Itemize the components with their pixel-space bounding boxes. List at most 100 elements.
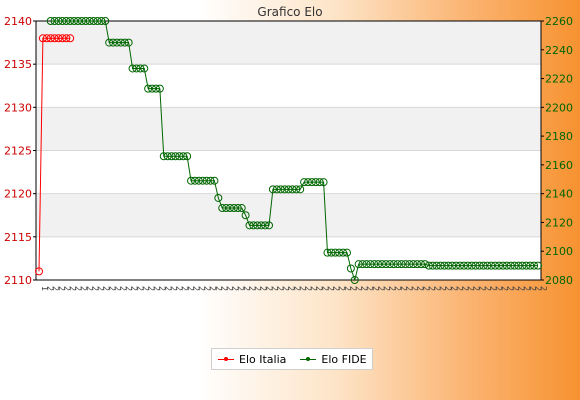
x-axis-tick-label: 2 <box>326 286 335 291</box>
data-point-elo-fide <box>73 17 82 25</box>
x-axis-tick-label: 2 <box>528 286 537 291</box>
legend-label-elo-fide: Elo FIDE <box>321 352 367 366</box>
data-point-elo-fide <box>409 260 418 269</box>
data-point-elo-fide <box>374 260 383 269</box>
data-point-elo-fide <box>190 176 199 185</box>
left-axis-tick-label: 2115 <box>4 231 32 244</box>
data-point-elo-fide <box>397 260 406 269</box>
x-axis-tick-label: 2 <box>449 286 458 291</box>
x-axis-tick-label: 2 <box>287 286 296 291</box>
data-point-elo-fide <box>342 248 351 257</box>
x-axis-tick-label: 2 <box>494 286 503 291</box>
x-axis-tick-label: 2 <box>62 286 71 291</box>
legend-swatch-elo-italia <box>218 354 234 364</box>
data-point-elo-fide <box>151 84 160 93</box>
x-axis-tick-label: 2 <box>264 286 273 291</box>
data-point-elo-fide <box>514 261 523 270</box>
x-axis-tick-label: 2 <box>270 286 279 291</box>
data-point-elo-fide <box>296 185 305 194</box>
data-point-elo-fide <box>62 17 71 25</box>
data-point-elo-fide <box>417 260 426 269</box>
right-axis-tick-label: 2200 <box>545 101 573 114</box>
data-point-elo-fide <box>530 261 539 270</box>
data-point-elo-italia <box>62 34 71 43</box>
data-point-elo-fide <box>124 38 133 47</box>
x-axis-tick-label: 2 <box>68 286 77 291</box>
x-axis-tick-label: 2 <box>483 286 492 291</box>
data-point-elo-fide <box>46 17 55 25</box>
data-point-elo-fide <box>483 261 492 270</box>
data-point-elo-fide <box>159 152 168 161</box>
data-point-elo-fide <box>257 221 266 230</box>
data-point-elo-fide <box>534 261 542 270</box>
x-axis-tick-label: 2 <box>421 286 430 291</box>
data-point-elo-fide <box>362 260 371 269</box>
data-point-elo-fide <box>467 261 476 270</box>
x-axis-tick-label: 2 <box>382 286 391 291</box>
right-axis-tick-label: 2220 <box>545 73 573 86</box>
right-axis-tick-label: 2080 <box>545 274 573 287</box>
data-point-elo-fide <box>506 261 515 270</box>
x-axis-tick-label: 2 <box>320 286 329 291</box>
data-point-elo-fide <box>331 248 340 257</box>
data-point-elo-fide <box>144 84 153 93</box>
left-axis-tick-label: 2135 <box>4 58 32 71</box>
x-axis-tick-label: 2 <box>304 286 313 291</box>
x-axis-tick-label: 2 <box>472 286 481 291</box>
data-point-elo-fide <box>311 178 320 187</box>
x-axis-tick-label: 2 <box>427 286 436 291</box>
x-axis-tick-label: 2 <box>477 286 486 291</box>
data-point-elo-fide <box>440 261 449 270</box>
data-point-elo-fide <box>432 261 441 270</box>
legend-label-elo-italia: Elo Italia <box>239 352 287 366</box>
x-axis-tick-label: 2 <box>85 286 94 291</box>
data-point-elo-fide <box>179 152 188 161</box>
data-point-elo-fide <box>366 260 375 269</box>
x-axis-tick-label: 2 <box>130 286 139 291</box>
x-axis-tick-label: 2 <box>281 286 290 291</box>
data-point-elo-fide <box>413 260 422 269</box>
x-axis-tick-label: 2 <box>191 286 200 291</box>
x-axis-tick-label: 2 <box>376 286 385 291</box>
x-axis-tick-label: 2 <box>124 286 133 291</box>
x-axis-tick-label: 2 <box>517 286 526 291</box>
right-axis-tick-label: 2260 <box>545 15 573 28</box>
x-axis-tick-label: 2 <box>242 286 251 291</box>
data-point-elo-fide <box>187 176 196 185</box>
data-point-elo-italia <box>54 34 63 43</box>
data-point-elo-fide <box>155 84 164 93</box>
left-axis-tick-label: 2110 <box>4 274 32 287</box>
data-point-elo-italia <box>35 267 43 276</box>
right-axis-tick-label: 2120 <box>545 216 573 229</box>
data-point-elo-fide <box>210 176 219 185</box>
data-point-elo-fide <box>401 260 410 269</box>
data-point-elo-fide <box>77 17 86 25</box>
data-point-elo-italia <box>46 34 55 43</box>
right-axis-tick-label: 2160 <box>545 159 573 172</box>
x-axis-tick-label: 2 <box>57 286 66 291</box>
x-axis-tick-label: 2 <box>231 286 240 291</box>
x-axis-tick-label: 2 <box>175 286 184 291</box>
x-axis-tick-label: 2 <box>197 286 206 291</box>
x-axis-tick-label: 2 <box>466 286 475 291</box>
data-point-elo-fide <box>319 178 328 187</box>
data-point-elo-fide <box>522 261 531 270</box>
data-point-elo-italia <box>66 34 75 43</box>
x-axis-tick-label: 2 <box>522 286 531 291</box>
x-axis-tick-label: 2 <box>180 286 189 291</box>
data-point-elo-fide <box>194 176 203 185</box>
x-axis-tick-label: 2 <box>315 286 324 291</box>
x-axis-tick-label: 2 <box>102 286 111 291</box>
data-point-elo-fide <box>323 248 332 257</box>
x-axis-tick-label: 2 <box>360 286 369 291</box>
data-point-elo-fide <box>420 260 429 269</box>
data-point-elo-fide <box>518 261 527 270</box>
right-axis-tick-label: 2180 <box>545 130 573 143</box>
x-axis-tick-label: 2 <box>163 286 172 291</box>
data-point-elo-fide <box>444 261 453 270</box>
x-axis-tick-label: 2 <box>500 286 509 291</box>
data-point-elo-fide <box>229 204 238 213</box>
data-point-elo-italia <box>50 34 59 43</box>
x-axis-tick-label: 2 <box>219 286 228 291</box>
